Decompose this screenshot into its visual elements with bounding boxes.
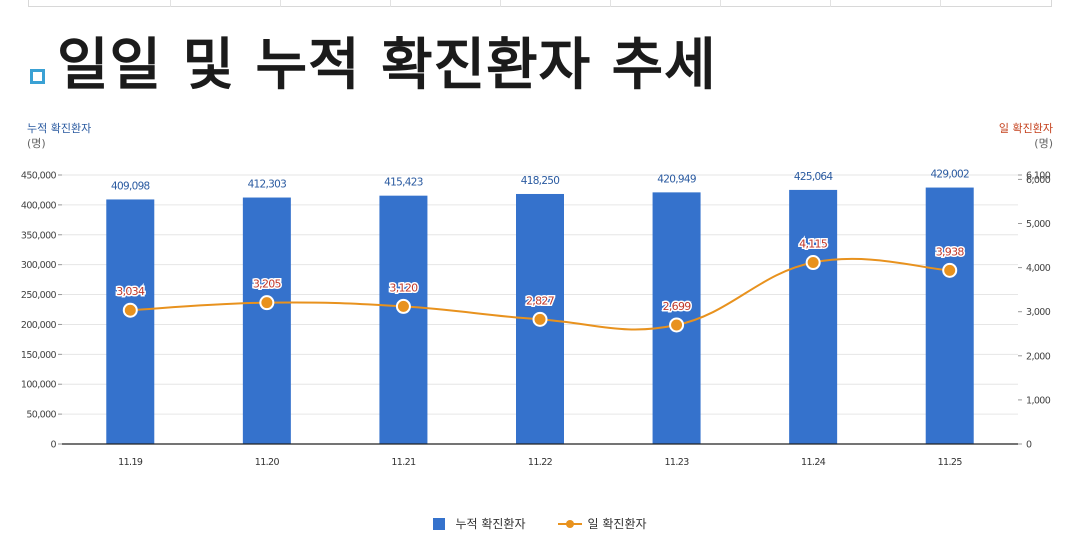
line-value-label: 2,827: [526, 294, 555, 307]
right-axis-title: 일 확진환자 (명): [999, 121, 1053, 151]
legend-item-cumulative[interactable]: 누적 확진환자: [433, 515, 526, 532]
left-tick-label: 400,000: [21, 200, 57, 211]
x-tick-label: 11.24: [801, 457, 826, 468]
line-value-label: 4,115: [799, 238, 828, 251]
x-tick-label: 11.21: [391, 457, 416, 468]
left-tick-label: 200,000: [21, 320, 57, 331]
legend-bar-swatch-icon: [433, 517, 446, 530]
legend-label-cumulative: 누적 확진환자: [455, 517, 526, 531]
bar-value-label: 420,949: [657, 173, 696, 185]
title-bullet-icon: [30, 69, 45, 84]
right-tick-label: 3,000: [1026, 307, 1051, 318]
left-tick-label: 250,000: [21, 290, 57, 301]
top-table-divider: [390, 0, 391, 7]
bar: [379, 195, 428, 444]
top-table-divider: [280, 0, 281, 7]
bar-value-label: 415,423: [384, 177, 423, 189]
x-tick-label: 11.23: [664, 457, 689, 468]
bar-value-label: 409,098: [111, 180, 150, 192]
chart-legend: 누적 확진환자 일 확진환자: [0, 515, 1080, 532]
top-table-divider: [500, 0, 501, 7]
right-axis-unit: (명): [1034, 137, 1053, 150]
line-value-label: 3,938: [936, 245, 965, 258]
right-tick-label: 1,000: [1026, 395, 1051, 406]
left-tick-label: 0: [51, 440, 57, 451]
x-tick-label: 11.19: [118, 457, 143, 468]
legend-item-daily[interactable]: 일 확진환자: [557, 515, 647, 532]
top-table-divider: [720, 0, 721, 7]
right-tick-label: 0: [1026, 440, 1032, 451]
top-table-divider: [170, 0, 171, 7]
line-point: [532, 311, 548, 327]
x-tick-label: 11.25: [938, 457, 963, 468]
left-axis-title: 누적 확진환자 (명): [27, 121, 91, 151]
right-tick-label: 5,000: [1026, 219, 1051, 230]
right-tick-label: 2,000: [1026, 351, 1051, 362]
bar: [925, 187, 974, 445]
title-block: 일일 및 누적 확진환자 추세: [30, 14, 717, 94]
line-point: [805, 255, 821, 271]
line-value-label: 2,699: [663, 300, 692, 313]
line-value-label: 3,034: [116, 285, 145, 298]
x-tick-label: 11.22: [528, 457, 553, 468]
right-axis-title-text: 일 확진환자: [998, 122, 1053, 135]
left-axis-title-text: 누적 확진환자: [27, 122, 92, 135]
left-tick-label: 150,000: [21, 350, 57, 361]
left-tick-label: 300,000: [21, 260, 57, 271]
left-axis-unit: (명): [27, 137, 46, 150]
bar-value-label: 429,002: [930, 169, 969, 181]
bar-value-label: 418,250: [521, 175, 560, 187]
line-point: [395, 298, 411, 314]
bar: [242, 197, 291, 444]
bar: [106, 199, 155, 444]
bar-value-label: 425,064: [794, 171, 834, 183]
page-title: 일일 및 누적 확진환자 추세: [57, 33, 717, 98]
right-tick-label: 6,100: [1026, 171, 1051, 182]
left-tick-label: 350,000: [21, 230, 57, 241]
legend-label-daily: 일 확진환자: [587, 517, 647, 531]
right-tick-label: 6,000: [1026, 175, 1051, 186]
line-point: [942, 262, 958, 278]
right-tick-label: 4,000: [1026, 263, 1051, 274]
line-point: [669, 317, 685, 333]
line-point: [259, 295, 275, 311]
top-table-edge: [28, 0, 1052, 7]
left-tick-label: 100,000: [21, 380, 57, 391]
bar: [789, 189, 838, 444]
legend-line-swatch-icon: [557, 518, 582, 530]
left-tick-label: 50,000: [26, 410, 56, 421]
top-table-divider: [610, 0, 611, 7]
line-value-label: 3,120: [389, 281, 418, 294]
line-point: [122, 302, 138, 318]
top-table-divider: [830, 0, 831, 7]
left-tick-label: 450,000: [21, 171, 57, 182]
bar-value-label: 412,303: [248, 179, 287, 191]
line-value-label: 3,205: [253, 278, 282, 291]
top-table-divider: [940, 0, 941, 7]
x-tick-label: 11.20: [255, 457, 280, 468]
